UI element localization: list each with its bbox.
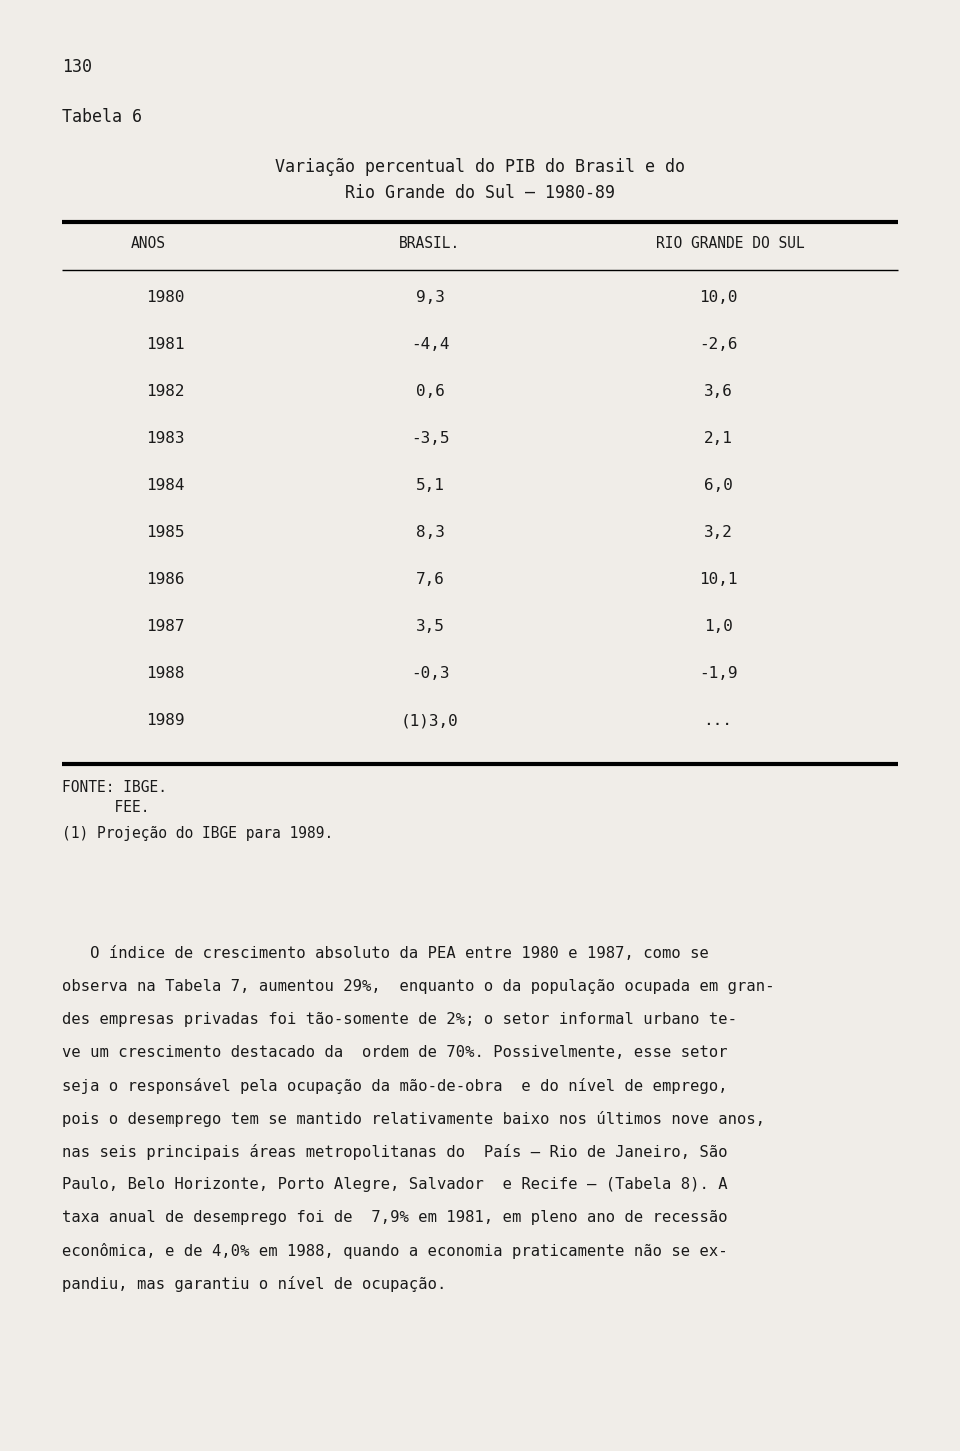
Text: pandiu, mas garantiu o nível de ocupação.: pandiu, mas garantiu o nível de ocupação… bbox=[62, 1275, 446, 1291]
Text: taxa anual de desemprego foi de  7,9% em 1981, em pleno ano de recessão: taxa anual de desemprego foi de 7,9% em … bbox=[62, 1210, 728, 1225]
Text: -1,9: -1,9 bbox=[699, 666, 737, 681]
Text: (1)3,0: (1)3,0 bbox=[401, 712, 459, 728]
Text: -3,5: -3,5 bbox=[411, 431, 449, 445]
Text: 5,1: 5,1 bbox=[416, 477, 444, 493]
Text: 1981: 1981 bbox=[146, 337, 184, 353]
Text: 6,0: 6,0 bbox=[704, 477, 732, 493]
Text: 8,3: 8,3 bbox=[416, 525, 444, 540]
Text: 1989: 1989 bbox=[146, 712, 184, 728]
Text: -4,4: -4,4 bbox=[411, 337, 449, 353]
Text: -0,3: -0,3 bbox=[411, 666, 449, 681]
Text: Paulo, Belo Horizonte, Porto Alegre, Salvador  e Recife – (Tabela 8). A: Paulo, Belo Horizonte, Porto Alegre, Sal… bbox=[62, 1177, 728, 1193]
Text: 1980: 1980 bbox=[146, 290, 184, 305]
Text: seja o responsável pela ocupação da mão-de-obra  e do nível de emprego,: seja o responsável pela ocupação da mão-… bbox=[62, 1078, 728, 1094]
Text: ANOS: ANOS bbox=[131, 237, 165, 251]
Text: 130: 130 bbox=[62, 58, 92, 75]
Text: 10,1: 10,1 bbox=[699, 572, 737, 588]
Text: 1986: 1986 bbox=[146, 572, 184, 588]
Text: 3,2: 3,2 bbox=[704, 525, 732, 540]
Text: 0,6: 0,6 bbox=[416, 385, 444, 399]
Text: pois o desemprego tem se mantido relativamente baixo nos últimos nove anos,: pois o desemprego tem se mantido relativ… bbox=[62, 1111, 765, 1127]
Text: 7,6: 7,6 bbox=[416, 572, 444, 588]
Text: 1,0: 1,0 bbox=[704, 620, 732, 634]
Text: Variação percentual do PIB do Brasil e do: Variação percentual do PIB do Brasil e d… bbox=[275, 158, 685, 176]
Text: O índice de crescimento absoluto da PEA entre 1980 e 1987, como se: O índice de crescimento absoluto da PEA … bbox=[62, 946, 708, 961]
Text: nas seis principais áreas metropolitanas do  País – Rio de Janeiro, São: nas seis principais áreas metropolitanas… bbox=[62, 1143, 728, 1159]
Text: 1988: 1988 bbox=[146, 666, 184, 681]
Text: RIO GRANDE DO SUL: RIO GRANDE DO SUL bbox=[656, 237, 804, 251]
Text: 1982: 1982 bbox=[146, 385, 184, 399]
Text: 1987: 1987 bbox=[146, 620, 184, 634]
Text: FEE.: FEE. bbox=[62, 800, 150, 815]
Text: FONTE: IBGE.: FONTE: IBGE. bbox=[62, 781, 167, 795]
Text: observa na Tabela 7, aumentou 29%,  enquanto o da população ocupada em gran-: observa na Tabela 7, aumentou 29%, enqua… bbox=[62, 979, 775, 994]
Text: -2,6: -2,6 bbox=[699, 337, 737, 353]
Text: Rio Grande do Sul — 1980-89: Rio Grande do Sul — 1980-89 bbox=[345, 184, 615, 202]
Text: 3,6: 3,6 bbox=[704, 385, 732, 399]
Text: ve um crescimento destacado da  ordem de 70%. Possivelmente, esse setor: ve um crescimento destacado da ordem de … bbox=[62, 1045, 728, 1061]
Text: Tabela 6: Tabela 6 bbox=[62, 107, 142, 126]
Text: 1983: 1983 bbox=[146, 431, 184, 445]
Text: 10,0: 10,0 bbox=[699, 290, 737, 305]
Text: 1984: 1984 bbox=[146, 477, 184, 493]
Text: 3,5: 3,5 bbox=[416, 620, 444, 634]
Text: econômica, e de 4,0% em 1988, quando a economia praticamente não se ex-: econômica, e de 4,0% em 1988, quando a e… bbox=[62, 1244, 728, 1259]
Text: (1) Projeção do IBGE para 1989.: (1) Projeção do IBGE para 1989. bbox=[62, 826, 333, 842]
Text: BRASIL.: BRASIL. bbox=[399, 237, 461, 251]
Text: 2,1: 2,1 bbox=[704, 431, 732, 445]
Text: 1985: 1985 bbox=[146, 525, 184, 540]
Text: ...: ... bbox=[704, 712, 732, 728]
Text: 9,3: 9,3 bbox=[416, 290, 444, 305]
Text: des empresas privadas foi tão-somente de 2%; o setor informal urbano te-: des empresas privadas foi tão-somente de… bbox=[62, 1011, 737, 1027]
